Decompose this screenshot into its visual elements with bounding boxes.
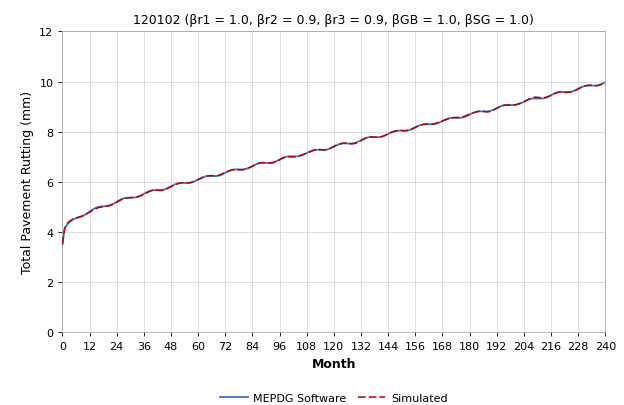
MEPDG Software [495, 105, 503, 110]
Y-axis label: Total Pavement Rutting (mm): Total Pavement Rutting (mm) [21, 91, 34, 274]
Line: MEPDG Software: MEPDG Software [62, 83, 605, 245]
MEPDG Software [602, 81, 609, 85]
MEPDG Software [120, 196, 127, 201]
Simulated [459, 115, 467, 120]
MEPDG Software [369, 135, 376, 140]
Simulated [595, 84, 602, 89]
Line: Simulated: Simulated [62, 83, 605, 245]
Simulated [59, 242, 66, 247]
Simulated [369, 135, 376, 140]
MEPDG Software [265, 161, 272, 166]
Simulated [602, 81, 609, 86]
Simulated [495, 105, 503, 110]
MEPDG Software [595, 83, 602, 88]
Simulated [120, 197, 127, 202]
Legend: MEPDG Software, Simulated: MEPDG Software, Simulated [215, 388, 452, 405]
MEPDG Software [459, 116, 467, 121]
MEPDG Software [59, 242, 66, 247]
Simulated [265, 161, 272, 166]
Title: 120102 (βr1 = 1.0, βr2 = 0.9, βr3 = 0.9, βGB = 1.0, βSG = 1.0): 120102 (βr1 = 1.0, βr2 = 0.9, βr3 = 0.9,… [134, 14, 534, 27]
X-axis label: Month: Month [311, 357, 356, 370]
